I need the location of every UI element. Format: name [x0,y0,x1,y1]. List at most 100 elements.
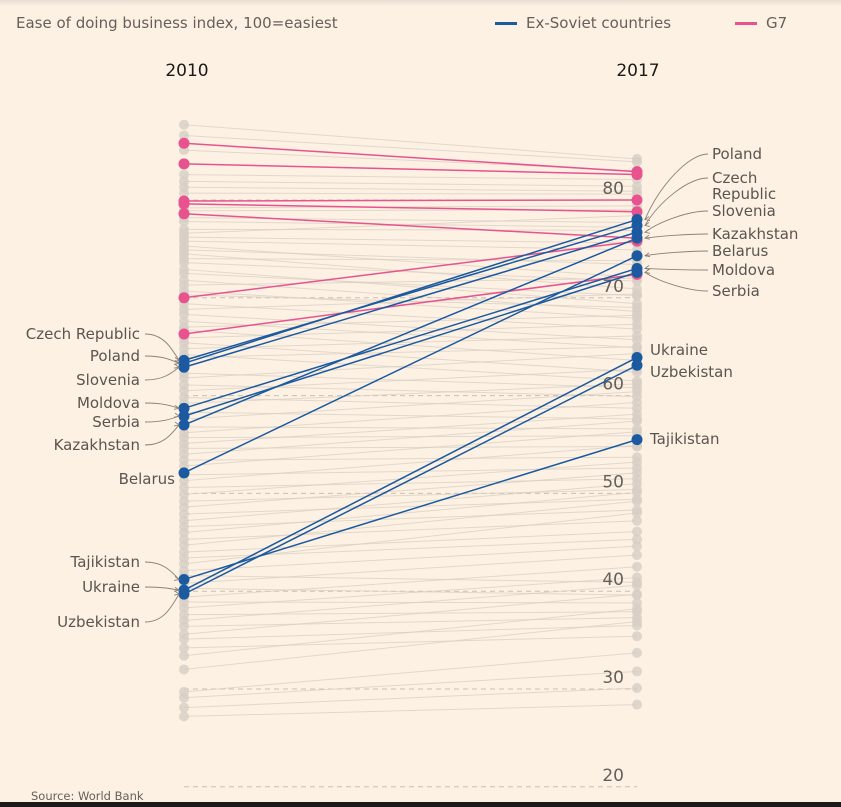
other-country-dot-2017 [632,487,642,498]
line-g7-country-1 [183,142,638,173]
other-country-dot-2017 [632,302,642,313]
line-g7-country-7 [183,273,638,335]
label-2010-kazakhstan: Kazakhstan [54,436,140,454]
other-country-line [183,342,638,373]
other-country-dot-2017 [632,666,642,677]
dot-2010-g7-country-1 [178,137,190,149]
other-country-dot-2017 [632,541,642,552]
dot-2010-moldova [178,402,190,414]
leader-2010-ukraine [144,586,180,591]
line-g7-country-4 [183,203,638,213]
other-country-line [183,444,638,482]
other-country-line [183,509,638,528]
other-country-dot-2010 [179,482,189,493]
other-country-line [183,277,638,286]
legend-label-g7: G7 [766,14,788,32]
label-2017-poland: Poland [712,145,762,163]
other-country-dot-2017 [632,457,642,468]
other-country-dot-2010 [179,527,189,538]
other-country-line [183,498,638,515]
other-country-dot-2010 [179,642,189,653]
other-country-dot-2010 [179,621,189,632]
other-country-dot-2017 [632,515,642,526]
dot-2010-g7-country-7 [178,328,190,340]
other-country-line [183,577,638,609]
leader-2010-slovenia [144,366,180,381]
other-country-line [183,687,638,709]
other-country-dot-2017 [632,319,642,330]
other-country-line [183,205,638,209]
other-country-line [183,431,638,467]
other-country-line [183,566,638,598]
other-country-line [183,617,638,627]
other-country-line [183,180,638,187]
other-country-dot-2010 [179,268,189,279]
other-country-dot-2010 [179,540,189,551]
other-country-dot-2017 [632,426,642,437]
y-tick-20: 20 [602,766,624,786]
y-tick-50: 50 [602,472,624,492]
line-g7-country-3 [183,199,638,202]
dot-2017-tajikistan [631,434,643,446]
label-2017-kazakhstan: Kazakhstan [712,225,798,243]
dot-2010-tajikistan [178,573,190,585]
other-country-line [183,279,638,312]
dot-2017-ukraine [631,351,643,363]
other-country-dot-2017 [632,478,642,489]
leader-2017-kazakhstan [644,233,709,239]
legend-swatch-ex-soviet [495,21,517,25]
leader-2017-slovenia [644,210,709,233]
other-country-dot-2010 [179,188,189,199]
other-country-line [183,593,638,635]
arrowhead-2010-moldova [173,404,181,410]
other-country-line [183,411,638,420]
arrowhead-2017-kazakhstan [643,234,651,240]
other-country-line [183,314,638,328]
other-country-line [183,262,638,282]
legend-item-g7: G7 [735,14,787,32]
label-2017-uzbekistan: Uzbekistan [650,363,733,381]
leader-2017-belarus [644,250,709,257]
other-country-line [183,192,638,195]
other-country-line [183,354,638,382]
other-country-line [183,397,638,409]
dot-2010-belarus [178,467,190,479]
other-country-dot-2010 [179,502,189,513]
other-country-dot-2017 [632,683,642,694]
other-country-line [183,456,638,461]
other-country-dot-2017 [632,378,642,389]
label-2010-czech-republic: Czech Republic [26,325,140,343]
other-country-dot-2010 [179,130,189,141]
other-country-dot-2017 [632,467,642,478]
other-country-line [183,215,638,234]
leader-2010-serbia [144,415,180,423]
other-country-dot-2017 [632,550,642,561]
other-country-line [183,401,638,434]
other-country-line [183,186,638,192]
label-2010-moldova: Moldova [77,394,140,412]
other-country-dot-2010 [179,664,189,675]
other-country-line [183,584,638,622]
leader-2017-moldova [644,268,709,271]
other-country-dot-2017 [632,416,642,427]
other-country-dot-2017 [632,330,642,341]
other-country-dot-2017 [632,580,642,591]
dot-2017-uzbekistan [631,359,643,371]
other-country-line [183,461,638,495]
other-country-line [183,488,638,502]
other-country-line [183,635,638,649]
y-tick-40: 40 [602,570,624,590]
other-country-line [183,353,638,379]
dot-2010-kazakhstan [178,419,190,431]
other-country-dot-2010 [179,634,189,645]
other-country-dot-2017 [632,534,642,545]
other-country-dot-2010 [179,309,189,320]
other-country-line [183,134,638,163]
other-country-line [183,478,638,489]
other-country-line [183,346,638,358]
other-country-dot-2017 [632,647,642,658]
other-country-line [183,467,638,476]
line-ukraine [183,356,638,591]
leader-2017-serbia [644,271,709,292]
other-country-dot-2010 [179,650,189,661]
